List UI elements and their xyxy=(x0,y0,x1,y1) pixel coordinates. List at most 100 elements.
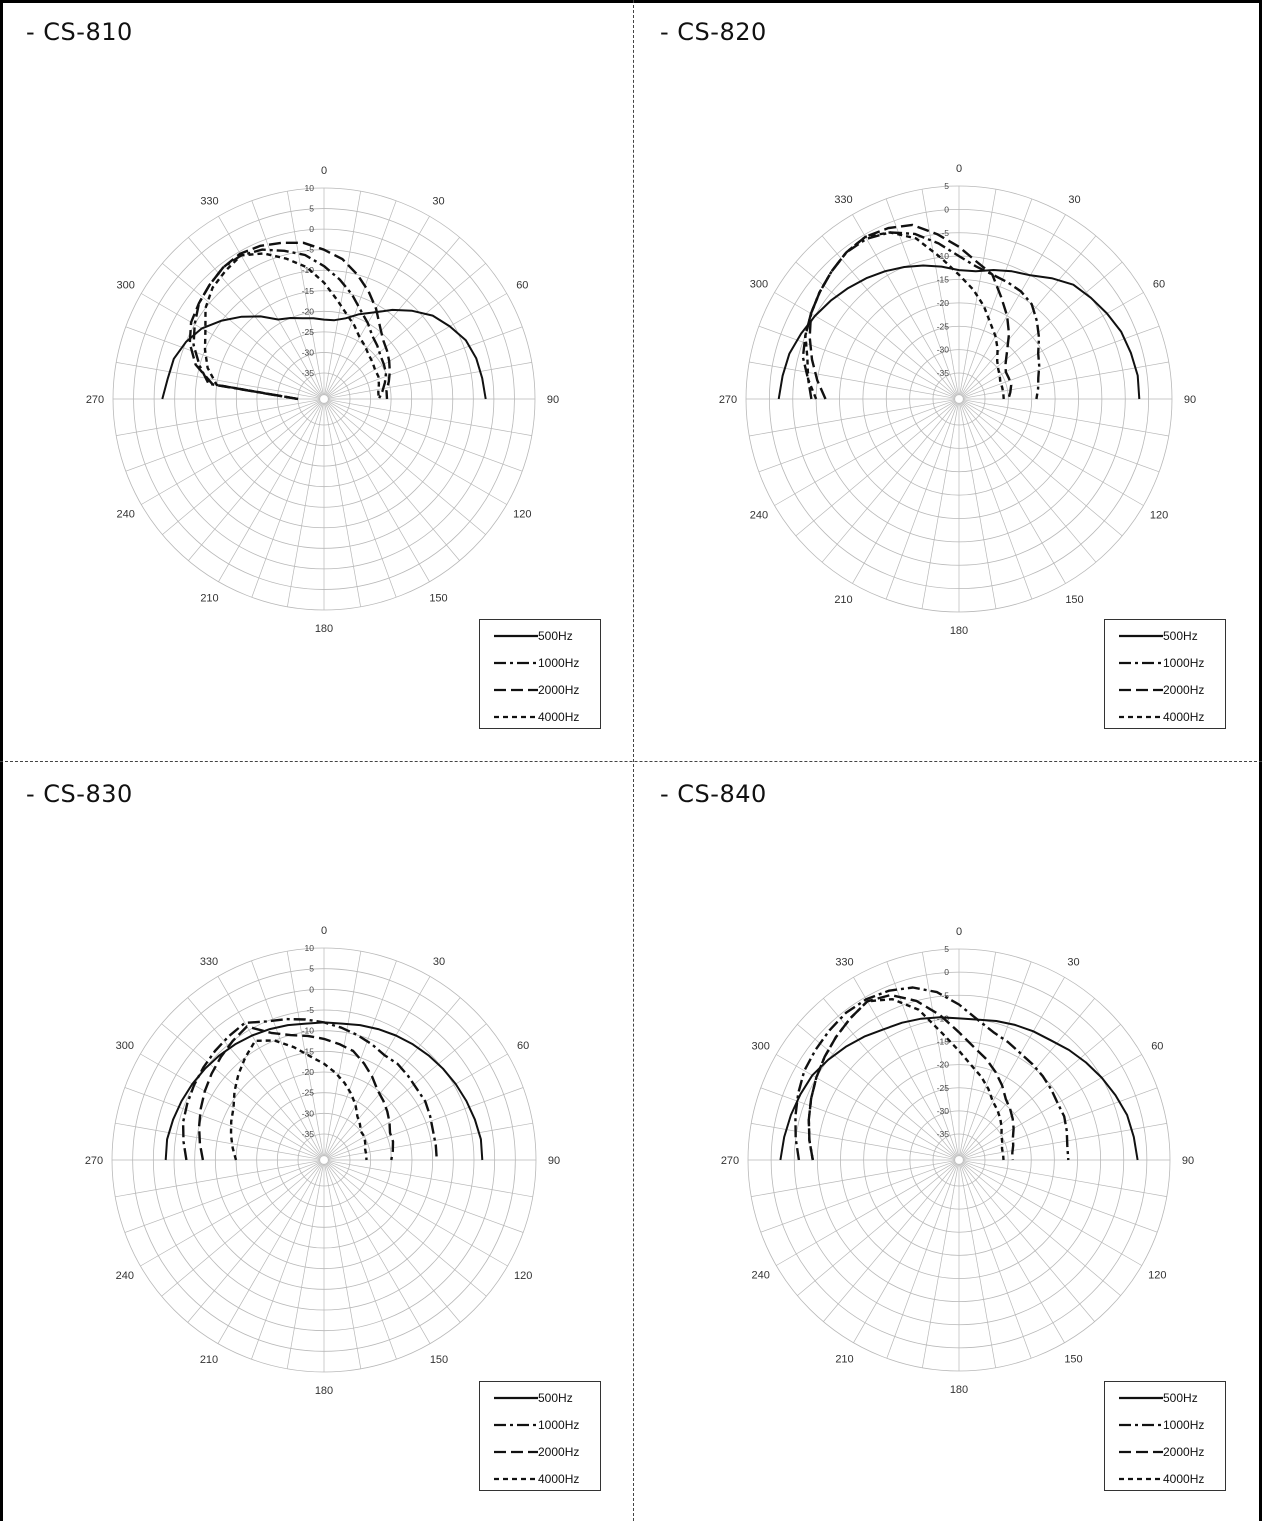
grid-spoke xyxy=(922,1163,959,1368)
legend-label: 4000Hz xyxy=(1163,710,1205,724)
angle-tick-label: 330 xyxy=(200,956,218,968)
angle-tick-label: 330 xyxy=(834,194,852,206)
angle-tick-label: 210 xyxy=(834,594,852,606)
radial-tick-label: -25 xyxy=(937,1083,950,1093)
grid-spoke xyxy=(885,402,958,600)
grid-spoke xyxy=(326,1023,487,1158)
radial-tick-label: 10 xyxy=(305,943,315,953)
angle-tick-label: 270 xyxy=(85,1155,103,1167)
grid-spoke xyxy=(251,1163,323,1360)
legend-swatch xyxy=(1119,1450,1163,1454)
legend-label: 4000Hz xyxy=(1163,1472,1205,1486)
horizontal-divider xyxy=(0,761,1262,762)
grid-spoke xyxy=(327,400,523,472)
legend-entry: 2000Hz xyxy=(480,680,600,700)
radial-tick-label: -10 xyxy=(302,265,315,275)
angle-tick-label: 90 xyxy=(1182,1155,1194,1167)
series-line xyxy=(801,231,1041,400)
angle-tick-label: 90 xyxy=(1184,394,1196,406)
grid-spoke xyxy=(125,326,321,398)
legend-entry: 500Hz xyxy=(480,1388,600,1408)
grid-spoke xyxy=(326,237,460,397)
legend-swatch xyxy=(1119,634,1163,638)
grid-spoke xyxy=(886,961,958,1157)
radial-tick-label: -30 xyxy=(302,1108,315,1118)
grid-spoke xyxy=(327,400,507,505)
grid-spoke xyxy=(797,1162,957,1296)
legend-label: 500Hz xyxy=(538,629,573,643)
series-line xyxy=(807,993,1015,1161)
legend-label: 4000Hz xyxy=(538,1472,580,1486)
radial-tick-label: -5 xyxy=(941,228,949,238)
angle-tick-label: 0 xyxy=(321,925,327,937)
grid-spoke xyxy=(325,976,431,1157)
grid-spoke xyxy=(287,402,324,607)
grid-spoke xyxy=(961,235,1097,397)
angle-tick-label: 120 xyxy=(513,509,531,521)
grid-spoke xyxy=(797,1024,957,1158)
grid-spoke xyxy=(217,1163,323,1344)
angle-tick-label: 120 xyxy=(1150,510,1168,522)
series-line xyxy=(192,248,388,401)
grid-spoke xyxy=(961,1024,1121,1158)
grid-spoke xyxy=(760,1087,956,1159)
grid-spoke xyxy=(324,951,362,1157)
grid-spoke xyxy=(962,399,1169,437)
grid-spoke xyxy=(959,952,996,1157)
grid-spoke xyxy=(325,216,430,396)
radial-tick-label: -30 xyxy=(937,345,950,355)
legend-swatch xyxy=(1119,661,1163,665)
legend-swatch xyxy=(494,1477,538,1481)
grid-spoke xyxy=(921,402,959,609)
series-line xyxy=(794,986,1070,1161)
grid-spoke xyxy=(962,1123,1167,1160)
legend-entry: 1000Hz xyxy=(480,1415,600,1435)
grid-spoke xyxy=(162,263,322,397)
grid-spoke xyxy=(959,189,997,396)
legend-swatch xyxy=(494,688,538,692)
radial-tick-label: 0 xyxy=(944,204,949,214)
angle-tick-label: 0 xyxy=(956,163,962,175)
polar-grid xyxy=(112,187,536,611)
chart-legend: 500Hz 1000Hz 2000Hz 4000Hz xyxy=(1104,1381,1226,1491)
angle-tick-label: 270 xyxy=(719,394,737,406)
radial-tick-label: -15 xyxy=(302,286,315,296)
legend-swatch xyxy=(494,634,538,638)
grid-spoke xyxy=(140,1161,321,1267)
grid-spoke xyxy=(749,399,956,437)
radial-tick-label: 0 xyxy=(309,224,314,234)
angle-tick-label: 120 xyxy=(1148,1270,1166,1282)
panel-title: - CS-840 xyxy=(660,780,767,808)
vertical-divider xyxy=(633,0,634,1521)
legend-swatch xyxy=(1119,1396,1163,1400)
panel-title: - CS-830 xyxy=(26,780,133,808)
radial-tick-label: -10 xyxy=(937,251,950,261)
grid-spoke xyxy=(795,401,957,537)
chart-panel-cs-820: - CS-820 0 30 60 90 120 150 180 210 240 270 300 330… xyxy=(634,0,1262,760)
grid-spoke xyxy=(960,402,1066,584)
grid-spoke xyxy=(960,1163,1032,1359)
grid-spoke xyxy=(962,1054,1142,1159)
radial-tick-label: 5 xyxy=(944,944,949,954)
radial-tick-label: 5 xyxy=(309,204,314,214)
polar-chart: 0 30 60 90 120 150 180 210 240 270 300 330 10 5 0 -5 -10… xyxy=(86,165,559,635)
grid-spoke xyxy=(758,325,956,398)
grid-spoke xyxy=(116,399,321,436)
grid-spoke xyxy=(921,189,959,396)
angle-tick-label: 300 xyxy=(117,280,135,292)
grid-spoke xyxy=(326,263,486,397)
legend-label: 4000Hz xyxy=(538,710,580,724)
angle-tick-label: 270 xyxy=(86,394,104,406)
grid-spoke xyxy=(325,1163,397,1360)
angle-tick-label: 60 xyxy=(516,280,528,292)
grid-spoke xyxy=(962,400,1160,473)
grid-spoke xyxy=(251,960,323,1157)
grid-spoke xyxy=(116,362,321,399)
angle-tick-label: 60 xyxy=(1153,279,1165,291)
grid-spoke xyxy=(758,400,956,473)
legend-swatch xyxy=(494,1396,538,1400)
angle-tick-label: 30 xyxy=(432,196,444,208)
legend-label: 1000Hz xyxy=(538,656,580,670)
grid-spoke xyxy=(821,235,957,397)
